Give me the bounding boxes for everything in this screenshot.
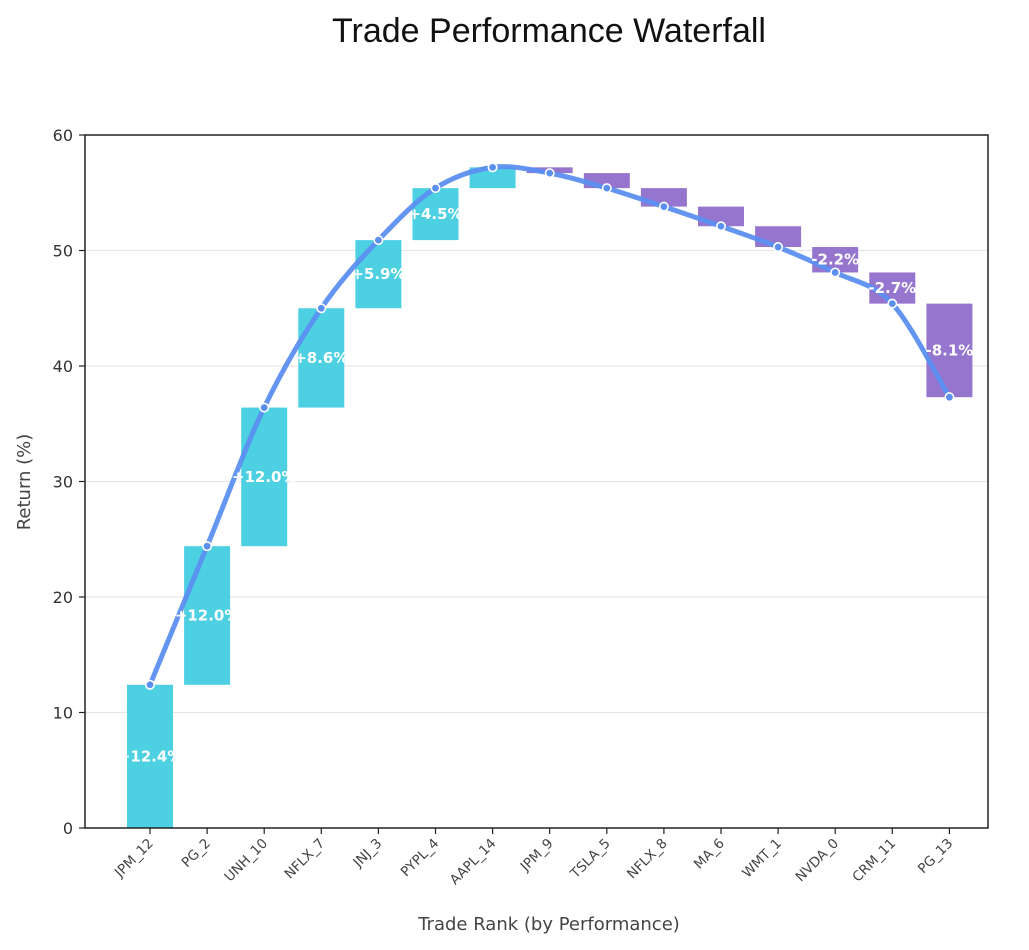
x-tick-label: JPM_9	[517, 836, 557, 876]
y-axis-label: Return (%)	[14, 434, 35, 531]
data-label: +5.9%	[351, 265, 405, 283]
x-axis-label: Trade Rank (by Performance)	[417, 914, 680, 935]
cumulative-point	[715, 221, 726, 232]
y-tick-label: 60	[53, 126, 73, 145]
cumulative-line	[145, 162, 955, 690]
chart-title: Trade Performance Waterfall	[332, 12, 766, 50]
bar-nflx-7	[298, 308, 345, 408]
cumulative-point	[887, 298, 898, 309]
data-label: -2.2%	[811, 251, 859, 269]
x-axis-ticks: JPM_12 PG_2 UNH_10 NFLX_7 JNJ_3 PYPL_4 AAPL_14…	[111, 828, 956, 888]
x-tick-label: PYPL_4	[398, 836, 443, 881]
x-tick-label: NFLX_8	[624, 836, 671, 883]
bar-unh-10	[241, 407, 288, 547]
y-axis-ticks: 0 10 20 30 40 50 60	[53, 126, 85, 838]
cumulative-point	[145, 679, 156, 690]
cumulative-point	[830, 267, 841, 278]
cumulative-point	[944, 392, 955, 403]
x-tick-label: PG_2	[179, 836, 214, 871]
bar-aapl-14	[469, 167, 516, 189]
cumulative-point	[487, 162, 498, 173]
x-tick-label: AAPL_14	[447, 836, 500, 889]
bar-pg-13	[926, 303, 973, 398]
y-tick-label: 20	[53, 588, 73, 607]
x-tick-label: CRM_11	[849, 836, 899, 886]
x-tick-label: JNJ_3	[350, 836, 386, 872]
cumulative-point	[544, 168, 555, 179]
cumulative-point	[658, 201, 669, 212]
data-label: +12.0%	[175, 606, 240, 624]
x-tick-label: WMT_1	[739, 836, 785, 882]
data-label: -2.7%	[868, 279, 916, 297]
data-label: +12.4%	[118, 747, 183, 765]
data-label: -8.1%	[925, 341, 973, 359]
y-tick-label: 50	[53, 242, 73, 261]
data-label: +12.0%	[232, 468, 297, 486]
cumulative-point	[430, 183, 441, 194]
x-tick-label: UNH_10	[221, 836, 271, 886]
data-label: +4.5%	[408, 205, 462, 223]
cumulative-point	[259, 402, 270, 413]
y-tick-label: 30	[53, 473, 73, 492]
data-label: +8.6%	[294, 349, 348, 367]
x-tick-label: PG_13	[915, 836, 956, 877]
cumulative-curve	[147, 164, 952, 688]
x-tick-label: TSLA_5	[567, 836, 614, 883]
y-tick-label: 40	[53, 357, 73, 376]
cumulative-point	[316, 303, 327, 314]
bars	[127, 167, 973, 828]
cumulative-point	[373, 235, 384, 246]
x-tick-label: JPM_12	[111, 836, 157, 882]
bar-pg-2	[184, 546, 231, 685]
cumulative-point	[601, 183, 612, 194]
y-tick-label: 0	[63, 819, 73, 838]
bar-jnj-3	[355, 240, 402, 309]
x-tick-label: NVDA_0	[792, 836, 842, 886]
cumulative-point	[773, 242, 784, 253]
x-tick-label: MA_6	[691, 836, 728, 873]
cumulative-point	[202, 541, 213, 552]
data-labels: +12.4% +12.0% +12.0% +8.6% +5.9% +4.5% -2.2% -2…	[118, 205, 974, 765]
x-tick-label: NFLX_7	[281, 836, 328, 883]
y-tick-label: 10	[53, 704, 73, 723]
bar-jpm-12	[127, 684, 173, 828]
